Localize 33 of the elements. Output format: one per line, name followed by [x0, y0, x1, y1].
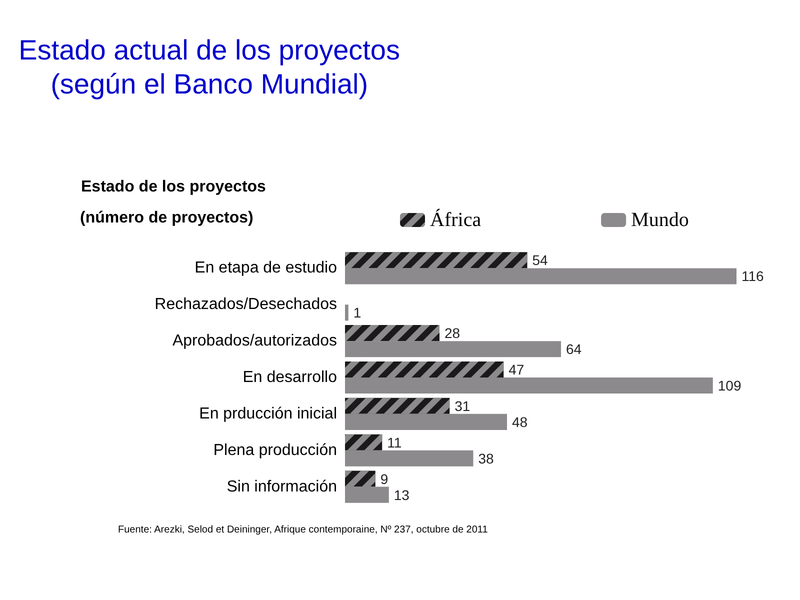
data-label: 109: [718, 378, 742, 394]
y-tick-label: En desarrollo: [242, 369, 338, 386]
chart-title: Estado actual de los proyectos (según el Banco Mundial): [18, 34, 400, 100]
data-label: 116: [742, 268, 764, 284]
data-label: 13: [394, 486, 410, 503]
bar: [345, 378, 713, 394]
y-tick-label: En prducción inicial: [199, 405, 337, 422]
bar: [345, 268, 736, 284]
data-label: 1: [353, 304, 362, 321]
bar: [345, 450, 474, 466]
data-label: 48: [512, 414, 528, 430]
data-label: 31: [454, 398, 470, 414]
bar: [345, 414, 507, 430]
y-tick-label: Sin información: [226, 478, 337, 496]
data-label: 54: [532, 252, 548, 268]
data-label: 28: [444, 325, 460, 342]
legend-label: África: [430, 208, 482, 231]
y-tick-label: En etapa de estudio: [194, 260, 338, 277]
y-tick-label: Aprobados/autorizados: [172, 332, 337, 350]
data-label: 11: [387, 434, 402, 450]
data-label: 64: [566, 341, 582, 358]
text: Estado de los proyectos: [81, 178, 266, 196]
y-tick-label: Rechazados/Desechados: [154, 296, 337, 314]
bar: [345, 486, 389, 503]
text: (número de proyectos): [80, 210, 254, 226]
legend-label: Mundo: [631, 209, 689, 231]
bar: [345, 341, 561, 358]
data-label: 38: [478, 450, 494, 466]
data-label: 9: [380, 470, 388, 487]
y-tick-label: Plena producción: [213, 442, 337, 459]
bar: [345, 304, 348, 321]
data-label: 47: [508, 361, 524, 378]
source-note: Fuente: Arezki, Selod et Deininger, Afrique contemporaine, Nº 237, octubre de 2011: [118, 524, 488, 536]
